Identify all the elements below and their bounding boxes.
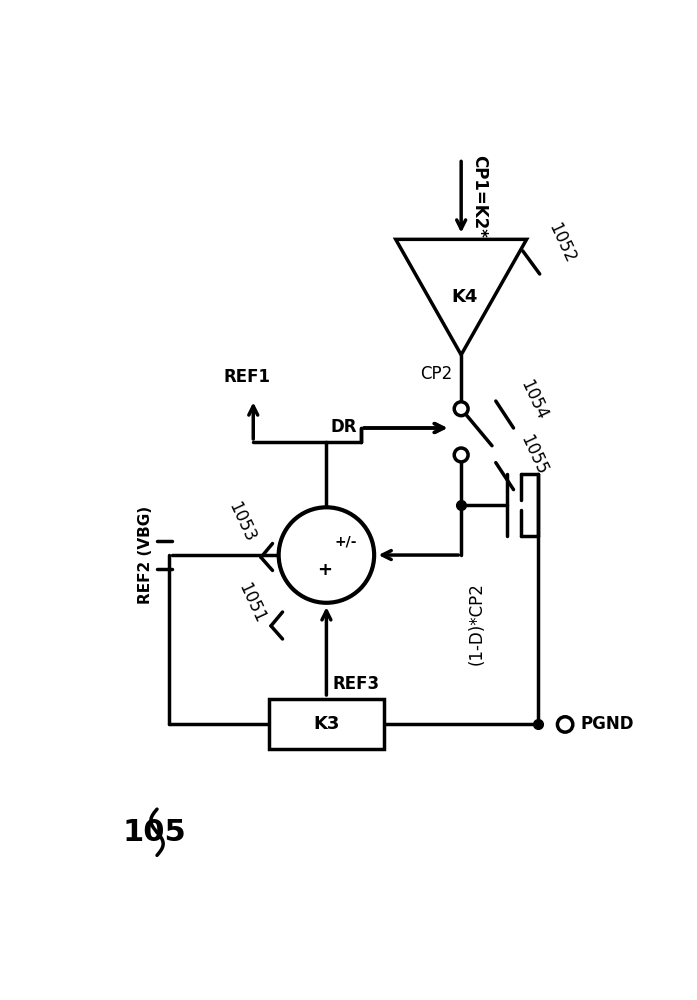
Text: CP2: CP2 (420, 365, 452, 383)
Polygon shape (396, 239, 527, 355)
Circle shape (454, 448, 468, 462)
Circle shape (279, 507, 374, 603)
Circle shape (558, 717, 573, 732)
Text: K3: K3 (313, 715, 339, 733)
Circle shape (454, 402, 468, 416)
Text: 1051: 1051 (234, 580, 268, 626)
Text: 105: 105 (123, 818, 186, 847)
Text: REF3: REF3 (332, 675, 380, 693)
Text: CP1=K2*Io: CP1=K2*Io (470, 155, 489, 255)
Text: 1052: 1052 (544, 220, 579, 266)
Text: K4: K4 (452, 288, 478, 306)
Text: DR: DR (330, 418, 357, 436)
Text: PGND: PGND (581, 715, 634, 733)
Text: 1054: 1054 (516, 377, 551, 422)
Bar (268, 699, 384, 749)
Text: REF1: REF1 (224, 368, 270, 386)
Text: +/-: +/- (335, 534, 357, 548)
Text: REF2 (VBG): REF2 (VBG) (138, 506, 153, 604)
Text: 1053: 1053 (224, 499, 259, 545)
Text: +: + (317, 561, 332, 579)
Text: (1-D)*CP2: (1-D)*CP2 (467, 582, 485, 665)
Text: 1055: 1055 (516, 432, 551, 478)
